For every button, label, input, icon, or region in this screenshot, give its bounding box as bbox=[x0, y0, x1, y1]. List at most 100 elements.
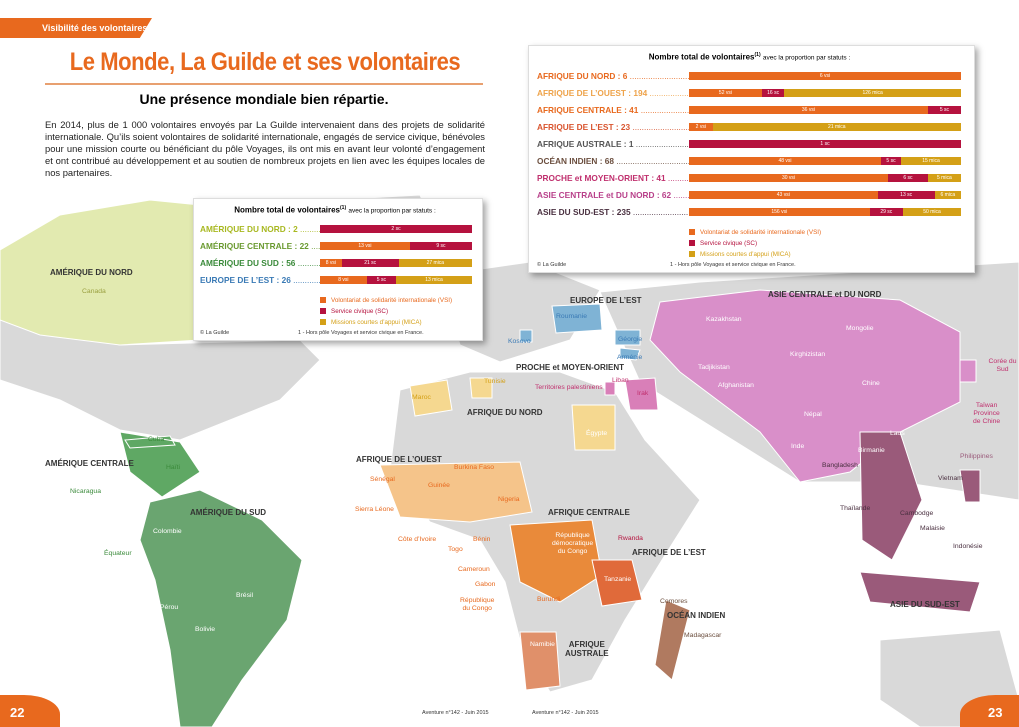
section-tab: Visibilité des volontaires bbox=[0, 18, 152, 38]
row: AMÉRIQUE DU SUD : 56 8 vsi 21 sc 27 mica bbox=[200, 255, 472, 272]
bar: 43 vsi 13 sc 6 mica bbox=[689, 191, 961, 200]
row-label: AFRIQUE DU NORD : 6 bbox=[537, 71, 689, 81]
bar-segment: 13 mica bbox=[395, 276, 472, 285]
bar-segment: 16 sc bbox=[761, 89, 785, 98]
country-label: Afghanistan bbox=[718, 382, 754, 389]
country-label: Birmanie bbox=[858, 447, 885, 454]
country-label: Nicaragua bbox=[70, 488, 101, 495]
bar: 156 vsi 29 sc 50 mica bbox=[689, 208, 961, 217]
bar: 8 vsi 5 sc 13 mica bbox=[320, 276, 472, 285]
segment-label: 43 vsi bbox=[776, 192, 790, 199]
bar: 1 sc bbox=[689, 140, 961, 149]
region-label: AMÉRIQUE DU SUD bbox=[190, 508, 267, 517]
legend-text: Volontariat de solidarité internationale… bbox=[700, 228, 822, 236]
row-label: AFRIQUE AUSTRALE : 1 bbox=[537, 139, 689, 149]
region-sea bbox=[859, 431, 981, 613]
country-label: Kirghizistan bbox=[790, 351, 826, 358]
country-label: Kazakhstan bbox=[706, 316, 742, 323]
bar-segment: 43 vsi bbox=[689, 191, 878, 200]
legend-swatch bbox=[689, 251, 695, 258]
country-label: Sénégal bbox=[370, 476, 395, 483]
country-label: Tadjikistan bbox=[698, 364, 730, 371]
box-title-main: Nombre total de volontaires bbox=[648, 52, 755, 62]
box-title-note: (1) bbox=[754, 52, 761, 58]
segment-label: 48 vsi bbox=[778, 158, 792, 165]
country-label: Maroc bbox=[412, 394, 431, 401]
page-splash bbox=[0, 695, 60, 727]
legend-text: Service civique (SC) bbox=[700, 239, 758, 247]
box-title-suffix: avec la proportion par statuts : bbox=[348, 207, 436, 215]
country-label: Inde bbox=[791, 443, 805, 450]
bar: 30 vsi 6 sc 5 mica bbox=[689, 174, 961, 183]
region-label: OCÉAN INDIEN bbox=[667, 611, 726, 620]
segment-label: 29 sc bbox=[880, 209, 893, 216]
region-oi bbox=[654, 599, 691, 681]
bar-segment: 13 sc bbox=[877, 191, 935, 200]
country-label: Corée du Sud bbox=[988, 358, 1017, 373]
bar: 36 vsi 5 sc bbox=[689, 106, 961, 115]
issue: Aventure n°142 - Juin 2015 bbox=[532, 710, 599, 716]
region-me bbox=[604, 377, 659, 411]
bar-segment: 15 mica bbox=[901, 157, 961, 166]
country-label: Namibie bbox=[530, 641, 555, 648]
legend-swatch bbox=[320, 297, 326, 304]
bar-segment: 2 vsi bbox=[689, 123, 713, 132]
country-label: République démocratique du Congo bbox=[552, 532, 594, 555]
region-label: AFRIQUE DE L’OUEST bbox=[356, 455, 442, 464]
segment-label: 15 mica bbox=[922, 158, 940, 165]
country-label: Brésil bbox=[236, 592, 253, 599]
row: AMÉRIQUE DU NORD : 2 2 sc bbox=[200, 221, 472, 238]
bar: 48 vsi 5 sc 15 mica bbox=[689, 157, 961, 166]
rule bbox=[45, 83, 483, 85]
row-label: ASIE DU SUD-EST : 235 bbox=[537, 207, 689, 217]
segment-label: 156 vsi bbox=[771, 209, 788, 216]
segment-label: 13 sc bbox=[900, 192, 913, 199]
country-label: Bénin bbox=[473, 536, 491, 543]
row: AFRIQUE AUSTRALE : 1 1 sc bbox=[537, 136, 962, 153]
segment-label: 21 sc bbox=[364, 260, 377, 267]
bar-segment: 2 sc bbox=[320, 225, 472, 234]
country-label: Géorgie bbox=[618, 336, 643, 343]
segment-label: 52 vsi bbox=[718, 90, 732, 97]
country-label: Arménie bbox=[617, 354, 643, 361]
legend-item: Volontariat de solidarité internationale… bbox=[689, 227, 962, 238]
region-label: AMÉRIQUE DU NORD bbox=[50, 268, 133, 277]
country-label: Pérou bbox=[160, 604, 179, 611]
country-label: Togo bbox=[448, 546, 463, 553]
country-label: Sierra Léone bbox=[355, 506, 394, 513]
legend-item: Missions courtes d’appui (MICA) bbox=[320, 317, 470, 328]
page-number: 23 bbox=[988, 705, 1003, 720]
country-label: Nigeria bbox=[498, 496, 520, 503]
bar-segment: 27 mica bbox=[398, 259, 472, 268]
footer-row: © La Guilde 1 - Hors pôle Voyages et serv… bbox=[200, 330, 470, 336]
country-label: Madagascar bbox=[684, 632, 722, 639]
region-label: AFRIQUE CENTRALE bbox=[548, 508, 630, 517]
country-label: Taïwan Province de Chine bbox=[973, 402, 1001, 425]
legend-item: Service civique (SC) bbox=[320, 306, 470, 317]
row: AMÉRIQUE CENTRALE : 22 13 vsi 9 sc bbox=[200, 238, 472, 255]
footer-row: © La Guilde 1 - Hors pôle Voyages et serv… bbox=[537, 262, 962, 268]
segment-label: 30 vsi bbox=[781, 175, 796, 182]
country-label: Burkina Faso bbox=[454, 464, 495, 471]
box-title-suffix: avec la proportion par statuts : bbox=[762, 54, 851, 62]
bar-segment: 126 mica bbox=[784, 89, 961, 98]
country-label: Philippines bbox=[960, 453, 993, 460]
segment-label: 8 vsi bbox=[325, 260, 336, 267]
stats-box: Nombre total de volontaires(1) avec la p… bbox=[528, 45, 975, 273]
legend-swatch bbox=[320, 308, 326, 315]
row: AFRIQUE DU NORD : 6 6 vsi bbox=[537, 68, 962, 85]
country-label: Rwanda bbox=[618, 535, 643, 542]
country-label: Colombie bbox=[153, 528, 182, 535]
region-wafr bbox=[379, 461, 533, 523]
bar-segment: 21 mica bbox=[712, 123, 961, 132]
bar-segment: 36 vsi bbox=[689, 106, 928, 115]
legend-item: Missions courtes d’appui (MICA) bbox=[689, 249, 962, 260]
row: ASIE CENTRALE et DU NORD : 62 43 vsi 13 sc… bbox=[537, 187, 962, 204]
region-nafr bbox=[409, 377, 616, 451]
segment-label: 6 vsi bbox=[819, 73, 831, 80]
country-label: Cuba bbox=[148, 436, 165, 443]
segment-label: 27 mica bbox=[426, 260, 445, 267]
country-label: République du Congo bbox=[460, 597, 495, 612]
stats-box: Nombre total de volontaires(1) avec la p… bbox=[193, 198, 483, 341]
